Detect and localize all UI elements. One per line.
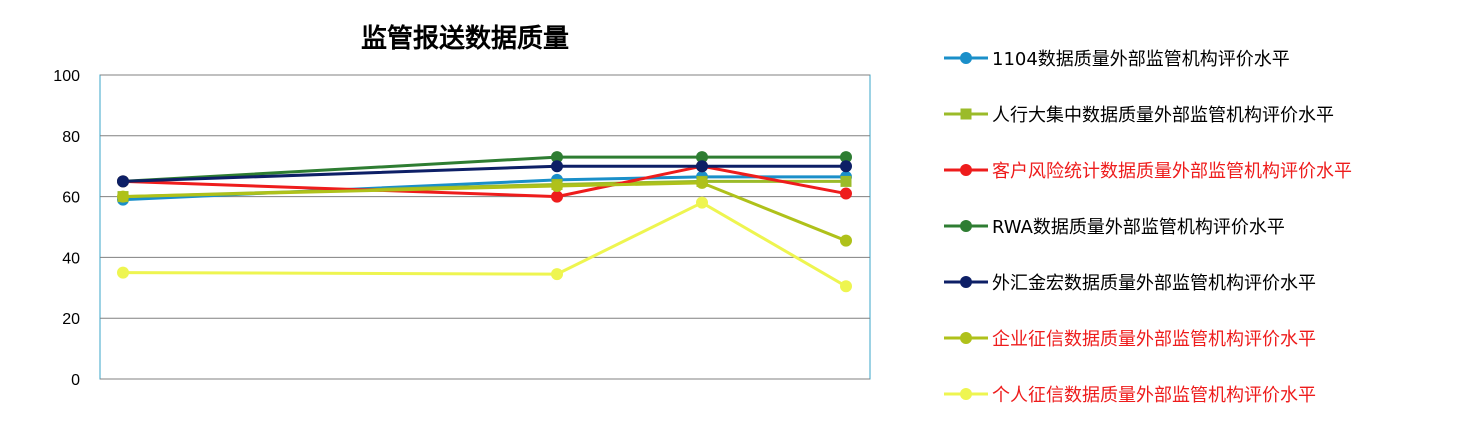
data-point <box>551 160 563 173</box>
series-line <box>122 201 847 288</box>
legend-item: 客户风险统计数据质量外部监管机构评价水平 <box>944 142 1444 198</box>
legend-label: 客户风险统计数据质量外部监管机构评价水平 <box>992 161 1352 182</box>
data-point <box>117 175 129 188</box>
series-line <box>122 164 847 199</box>
legend-swatch <box>944 52 988 64</box>
chart-title: 监管报送数据质量 <box>360 24 569 54</box>
legend-item: 个人征信数据质量外部监管机构评价水平 <box>944 366 1444 422</box>
legend-item: RWA数据质量外部监管机构评价水平 <box>944 198 1444 254</box>
legend-label: 人行大集中数据质量外部监管机构评价水平 <box>992 105 1334 126</box>
legend-label: RWA数据质量外部监管机构评价水平 <box>992 217 1285 238</box>
legend-item: 外汇金宏数据质量外部监管机构评价水平 <box>944 254 1444 310</box>
legend-label: 企业征信数据质量外部监管机构评价水平 <box>992 329 1316 350</box>
data-point <box>117 190 129 203</box>
legend-swatch <box>944 108 988 120</box>
data-point <box>551 151 563 164</box>
legend-item: 企业征信数据质量外部监管机构评价水平 <box>944 310 1444 366</box>
y-tick-label: 20 <box>62 311 80 328</box>
data-point <box>551 190 563 203</box>
y-tick-label: 0 <box>71 372 80 389</box>
data-point <box>840 151 852 164</box>
series-line <box>122 181 847 243</box>
series-6 <box>117 196 852 293</box>
legend-label: 1104数据质量外部监管机构评价水平 <box>992 49 1290 70</box>
chart-root: 监管报送数据质量 0 20 40 60 80 100 1104数据质量外部监管机构评价水平… <box>53 24 1352 406</box>
data-point <box>696 151 708 164</box>
series-line <box>122 155 846 183</box>
plot-area-border <box>99 74 871 380</box>
y-tick-label: 80 <box>62 129 80 146</box>
series-line <box>122 164 846 183</box>
data-point <box>840 160 852 173</box>
legend: 1104数据质量外部监管机构评价水平人行大集中数据质量外部监管机构评价水平 客户风… <box>944 30 1444 422</box>
data-point <box>840 175 852 187</box>
legend-item: 1104数据质量外部监管机构评价水平 <box>944 30 1444 86</box>
data-point <box>840 187 852 200</box>
data-point <box>551 179 563 192</box>
legend-swatch <box>944 276 988 288</box>
legend-swatch <box>944 220 988 232</box>
series-4 <box>117 160 852 188</box>
legend-swatch <box>944 332 988 344</box>
data-point <box>551 268 563 281</box>
data-point <box>696 176 708 189</box>
legend-swatch <box>944 164 988 176</box>
y-tick-label: 40 <box>62 250 80 267</box>
data-point <box>117 266 129 279</box>
data-point <box>696 196 708 209</box>
chart-plot: 0 20 40 60 80 100 <box>53 68 871 389</box>
legend-label: 外汇金宏数据质量外部监管机构评价水平 <box>992 273 1316 294</box>
data-point <box>840 234 852 247</box>
legend-item: 人行大集中数据质量外部监管机构评价水平 <box>944 86 1444 142</box>
series-5 <box>117 176 852 247</box>
data-point <box>840 280 852 293</box>
y-tick-label: 60 <box>62 190 80 207</box>
data-point <box>696 160 708 173</box>
legend-label: 个人征信数据质量外部监管机构评价水平 <box>992 385 1316 406</box>
y-tick-label: 100 <box>53 68 80 85</box>
legend-swatch <box>944 388 988 400</box>
